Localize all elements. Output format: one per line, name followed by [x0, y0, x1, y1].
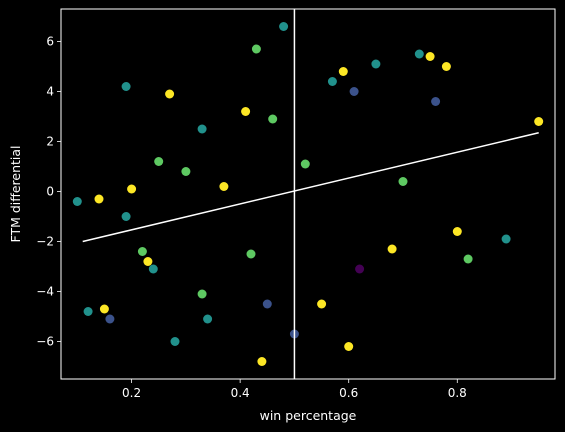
y-tick-label: 4 — [46, 85, 54, 99]
scatter-point — [349, 87, 359, 96]
y-tick-label: −4 — [36, 285, 54, 299]
ticks-layer: 0.2 0.4 0.6 0.8 −6 −4 −2 0 2 4 6 — [36, 35, 467, 401]
y-axis-label: FTM differential — [8, 145, 23, 242]
scatter-point — [99, 304, 109, 314]
scatter-point — [431, 97, 441, 106]
scatter-point — [137, 247, 147, 256]
lines-layer — [82, 9, 539, 379]
scatter-point — [268, 114, 278, 124]
axes-frame — [60, 8, 556, 380]
scatter-point — [143, 257, 153, 266]
scatter-point — [219, 182, 229, 191]
scatter-point — [154, 157, 164, 166]
scatter-point — [452, 227, 462, 236]
scatter-point — [317, 299, 327, 309]
scatter-point — [203, 314, 213, 324]
scatter-point — [121, 82, 131, 91]
scatter-point — [300, 159, 310, 169]
scatter-point — [121, 212, 131, 221]
scatter-point — [425, 52, 435, 61]
scatter-point — [344, 342, 354, 351]
y-tick-label: −2 — [36, 235, 54, 249]
scatter-point — [463, 254, 473, 264]
scatter-point — [148, 264, 158, 274]
scatter-point — [105, 314, 115, 324]
scatter-point — [197, 124, 207, 134]
scatter-point — [246, 249, 256, 259]
trend-line — [82, 132, 539, 243]
x-tick-label: 0.2 — [122, 386, 141, 400]
scatter-point — [355, 264, 365, 274]
scatter-point — [398, 177, 408, 186]
scatter-point — [72, 197, 82, 206]
scatter-point — [387, 244, 397, 254]
points-layer — [72, 22, 544, 366]
scatter-point — [127, 184, 137, 194]
scatter-point — [251, 44, 261, 54]
scatter-point — [371, 59, 381, 69]
scatter-point — [197, 289, 207, 299]
y-tick-label: 6 — [46, 35, 54, 49]
y-tick-label: −6 — [36, 335, 54, 349]
scatter-point — [327, 77, 337, 86]
scatter-point — [257, 357, 267, 366]
scatter-point — [501, 234, 511, 244]
x-tick-label: 0.8 — [448, 386, 467, 400]
scatter-point — [241, 107, 251, 116]
y-tick-label: 2 — [46, 135, 54, 149]
scatter-point — [441, 62, 451, 71]
x-tick-label: 0.6 — [339, 386, 358, 400]
scatter-point — [181, 167, 191, 176]
y-tick-label: 0 — [46, 185, 54, 199]
x-axis-label: win percentage — [260, 408, 357, 423]
scatter-point — [279, 22, 289, 31]
scatter-point — [262, 299, 272, 309]
scatter-point — [338, 67, 348, 76]
scatter-point — [534, 117, 544, 126]
scatter-point — [165, 89, 175, 99]
scatter-point — [83, 307, 93, 316]
scatter-point — [414, 49, 424, 59]
x-tick-label: 0.4 — [231, 386, 250, 400]
scatter-point — [94, 194, 104, 204]
scatter-point — [170, 337, 180, 346]
